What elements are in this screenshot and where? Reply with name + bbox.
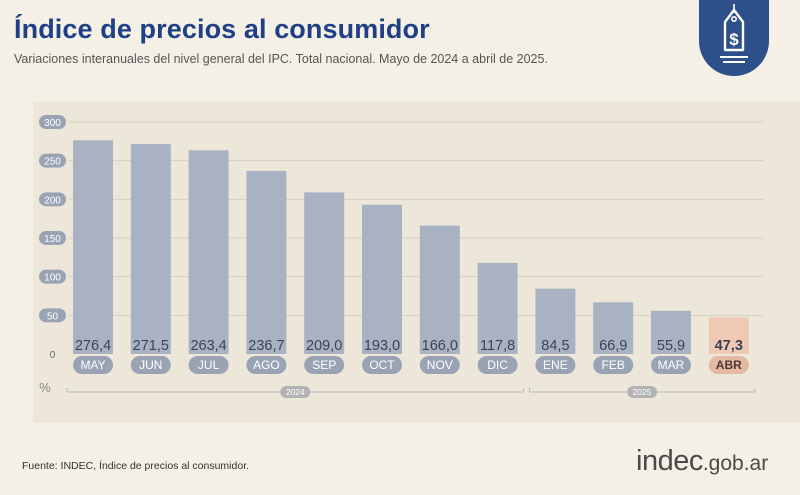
logo-suffix: .gob.ar — [702, 452, 769, 475]
category-pill — [246, 356, 287, 374]
category-pill — [73, 356, 113, 374]
category-pill — [362, 356, 402, 374]
y-tick-label: 250 — [44, 157, 61, 168]
bar — [651, 310, 691, 354]
bar — [246, 170, 287, 354]
year-pill — [627, 386, 658, 398]
bar — [708, 317, 749, 354]
value-label: 66,9 — [599, 338, 627, 354]
y-tick-pill — [39, 115, 66, 129]
category-pill — [651, 356, 691, 374]
y-tick-label: 150 — [44, 234, 61, 245]
bar — [593, 302, 634, 354]
category-label: JUL — [198, 358, 220, 372]
category-label: ENE — [543, 358, 568, 372]
y-tick-label: 0 — [50, 350, 56, 361]
bar — [362, 204, 402, 354]
source-note: Fuente: INDEC, Índice de precios al cons… — [22, 460, 250, 472]
chart-title: Índice de precios al consumidor — [14, 14, 430, 44]
y-tick-pill — [39, 153, 66, 168]
category-pill — [304, 356, 345, 374]
y-axis-label: % — [39, 380, 51, 395]
category-pill — [477, 356, 518, 374]
y-tick-pill — [39, 269, 66, 284]
category-pill — [188, 356, 229, 374]
y-tick-label: 50 — [47, 311, 59, 322]
y-tick-pill — [39, 308, 66, 323]
category-pill — [593, 356, 634, 374]
chart-panel: 0 50 100 150 200 250 300% 276,4 MAY 271,5 JUN 263,4… — [33, 102, 800, 423]
logo-main: indec — [636, 445, 703, 477]
bar — [419, 225, 460, 354]
category-label: MAY — [80, 358, 105, 372]
bar — [130, 144, 171, 354]
category-pill — [419, 356, 460, 374]
chart-subtitle: Variaciones interanuales del nivel gener… — [14, 52, 548, 66]
y-tick-label: 100 — [44, 273, 61, 284]
value-label: 271,5 — [133, 338, 169, 354]
indec-logo[interactable]: indec.gob.ar — [636, 445, 768, 478]
category-label: DIC — [487, 358, 508, 372]
value-label: 47,3 — [715, 338, 743, 354]
bar — [477, 262, 518, 354]
category-pill — [535, 356, 576, 374]
category-label: FEB — [602, 358, 625, 372]
category-pill — [708, 356, 749, 374]
svg-text:$: $ — [729, 30, 739, 49]
category-label: NOV — [427, 358, 453, 372]
category-label: OCT — [369, 358, 395, 372]
year-label: 2025 — [633, 387, 652, 397]
y-tick-pill — [39, 231, 66, 245]
category-label: JUN — [139, 358, 162, 372]
y-tick-pill — [39, 192, 66, 207]
value-label: 209,0 — [306, 338, 342, 354]
year-label: 2024 — [286, 387, 305, 397]
value-label: 276,4 — [75, 338, 111, 354]
category-label: MAR — [658, 358, 685, 372]
value-label: 55,9 — [657, 338, 685, 354]
bar — [535, 288, 576, 354]
bar — [188, 150, 229, 354]
category-label: ABR — [716, 358, 742, 372]
y-tick-label: 300 — [44, 118, 61, 129]
value-label: 263,4 — [190, 338, 226, 354]
y-tick-label: 200 — [44, 195, 61, 206]
value-label: 117,8 — [480, 338, 515, 354]
value-label: 193,0 — [364, 338, 400, 354]
price-tag-dollar-icon: $ — [699, 0, 769, 76]
year-pill — [280, 386, 311, 398]
value-label: 166,0 — [422, 338, 458, 354]
category-label: SEP — [312, 358, 336, 372]
bar-chart: 0 50 100 150 200 250 300% 276,4 MAY 271,5 JUN 263,4… — [39, 115, 763, 398]
bar — [73, 140, 113, 354]
category-label: AGO — [253, 358, 280, 372]
value-label: 84,5 — [541, 338, 569, 354]
category-pill — [130, 356, 171, 374]
value-label: 236,7 — [248, 338, 284, 354]
bar — [304, 192, 345, 354]
